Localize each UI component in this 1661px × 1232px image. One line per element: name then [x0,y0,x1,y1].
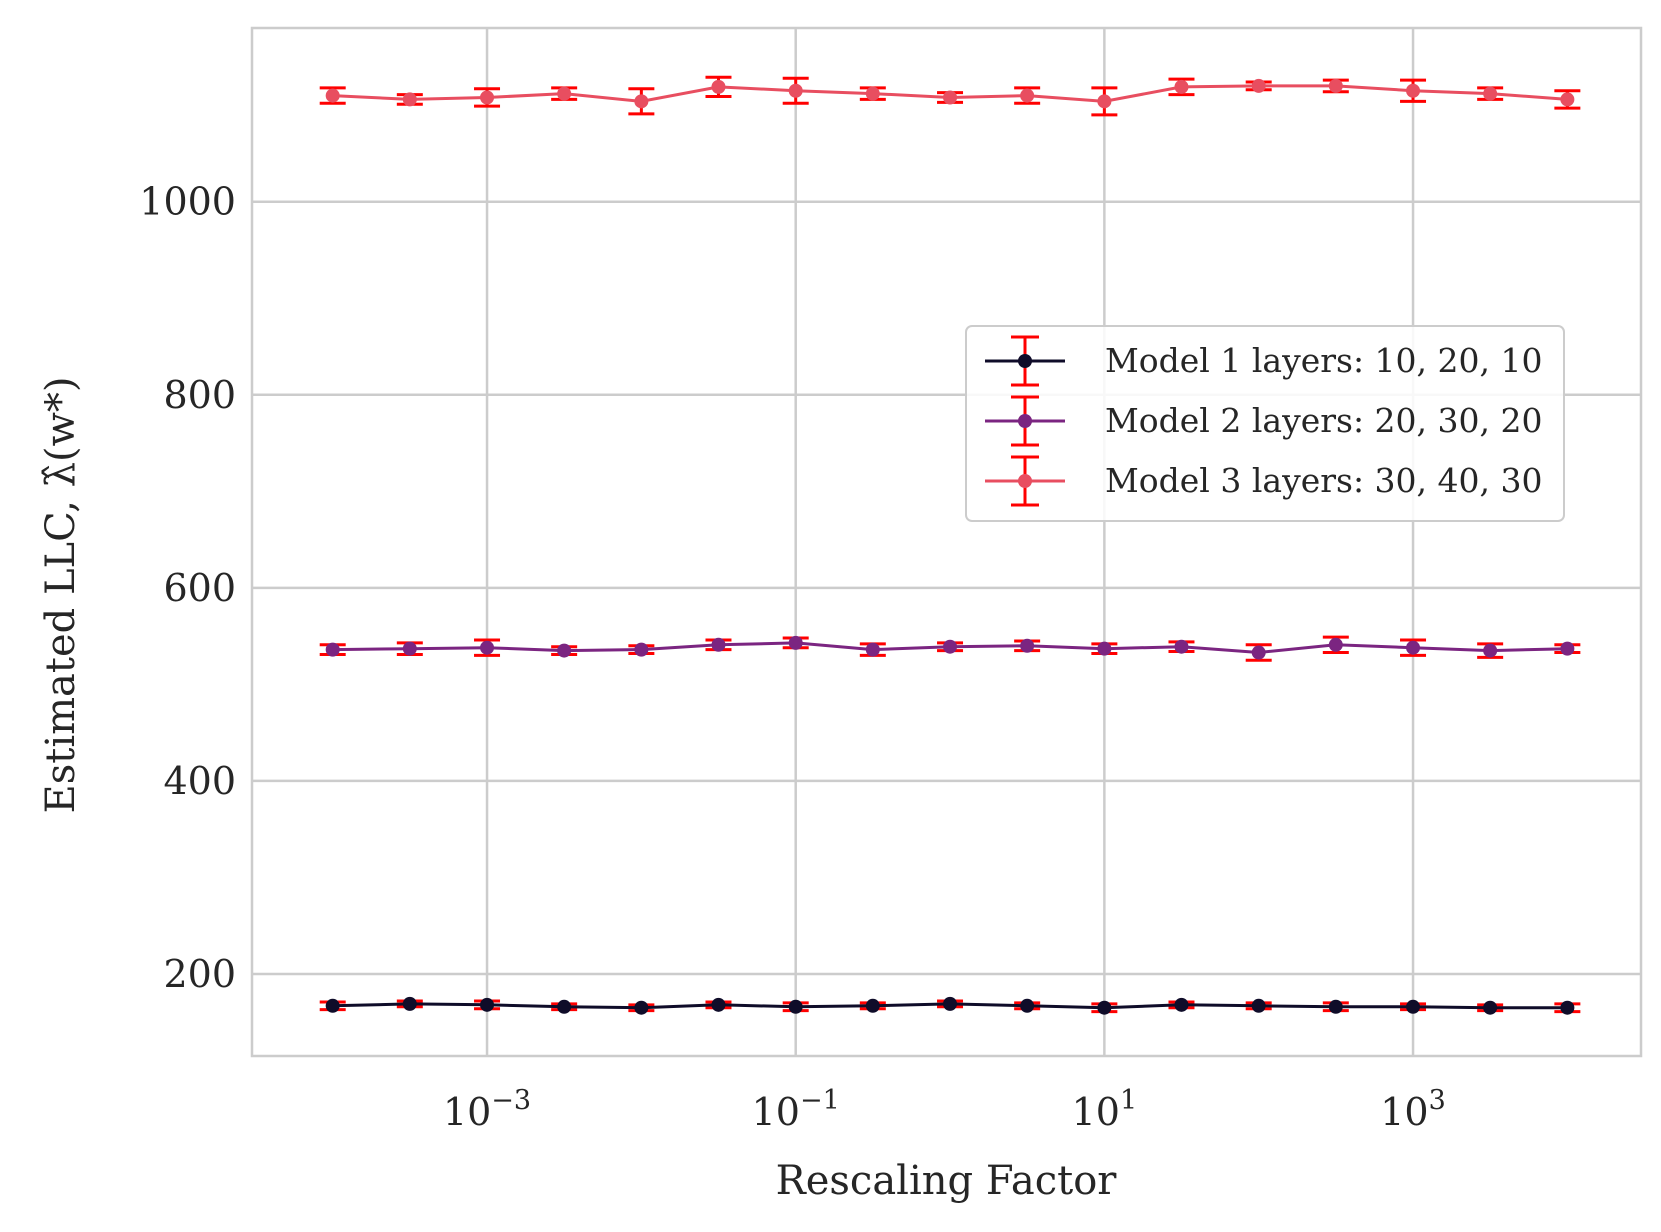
series-3 [319,75,1581,117]
series-1 [319,996,1581,1015]
x-tick-label: 10−3 [443,1085,531,1134]
data-point [557,643,572,658]
grid-lines [252,28,1641,1056]
data-point [1097,1000,1112,1015]
x-tick-label: 10−1 [752,1085,840,1134]
data-point [1328,637,1343,652]
data-point [711,79,726,94]
y-tick-label: 400 [163,759,236,803]
data-point [402,996,417,1011]
data-point [788,999,803,1014]
legend-marker [1018,474,1032,488]
data-point [557,999,572,1014]
data-point [943,639,958,654]
data-point [788,635,803,650]
data-point [943,90,958,105]
data-point [1020,88,1035,103]
plot-frame [250,26,1643,1058]
legend-item-1: Model 1 layers: 10, 20, 10 [985,335,1543,387]
tick-labels: 10−3 10−1 101 103 200 400 600 800 1000 [139,180,1446,1134]
legend-marker [1018,354,1032,368]
legend-label: Model 3 layers: 30, 40, 30 [1105,461,1543,500]
legend-marker [1018,414,1032,428]
plot-background [252,28,1641,1056]
y-tick-label: 200 [163,952,236,996]
data-point [943,996,958,1011]
data-point [1560,1000,1575,1015]
data-point [1251,78,1266,93]
data-point [1174,997,1189,1012]
x-tick-label: 101 [1072,1085,1138,1134]
data-point [1406,999,1421,1014]
data-point [1560,92,1575,107]
data-point [865,86,880,101]
legend-item-2: Model 2 layers: 20, 30, 20 [985,395,1543,447]
data-point [711,997,726,1012]
data-point [557,86,572,101]
data-point [865,642,880,657]
data-series [319,75,1581,1015]
y-axis-label: Estimated LLC, λ̂(w*) [38,377,84,814]
data-point [402,641,417,656]
legend-item-3: Model 3 layers: 30, 40, 30 [985,455,1543,507]
data-point [480,640,495,655]
series-2 [319,635,1581,662]
data-point [480,997,495,1012]
legend-box [965,325,1565,522]
x-tick-label: 103 [1380,1085,1446,1134]
data-point [634,94,649,109]
data-point [1483,643,1498,658]
data-point [865,998,880,1013]
y-tick-label: 800 [163,373,236,417]
data-point [1251,998,1266,1013]
data-point [1560,641,1575,656]
data-point [402,92,417,107]
data-point [325,998,340,1013]
data-point [1020,998,1035,1013]
data-point [1174,79,1189,94]
data-point [325,642,340,657]
data-point [788,83,803,98]
data-point [1097,641,1112,656]
y-tick-label: 600 [163,566,236,610]
data-point [1483,1000,1498,1015]
data-point [1174,639,1189,654]
data-point [634,1000,649,1015]
data-point [1406,83,1421,98]
legend-label: Model 2 layers: 20, 30, 20 [1105,401,1543,440]
data-point [1251,645,1266,660]
x-axis-label: Rescaling Factor [776,1158,1118,1204]
data-point [711,637,726,652]
data-point [1328,78,1343,93]
legend: Model 1 layers: 10, 20, 10 Model 2 layers… [965,325,1565,522]
data-point [1406,640,1421,655]
data-point [1328,999,1343,1014]
data-point [480,90,495,105]
data-point [634,642,649,657]
y-tick-label: 1000 [139,180,236,224]
data-point [325,88,340,103]
legend-label: Model 1 layers: 10, 20, 10 [1105,341,1543,380]
data-point [1483,86,1498,101]
data-point [1097,94,1112,109]
data-point [1020,638,1035,653]
